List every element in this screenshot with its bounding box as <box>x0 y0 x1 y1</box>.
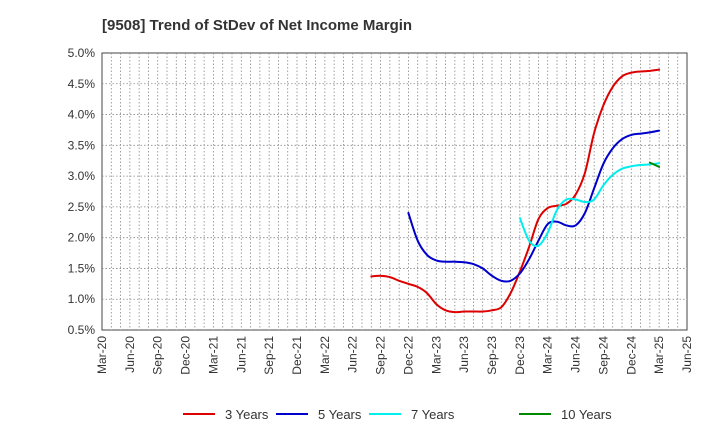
x-tick-label: Sep-22 <box>374 336 388 375</box>
x-tick-label: Jun-25 <box>680 336 694 373</box>
series-line-2 <box>407 129 661 283</box>
y-tick-label: 1.5% <box>68 261 96 275</box>
legend: 3 Years 5 Years 7 Years 10 Years <box>183 407 612 422</box>
x-tick-label: Sep-21 <box>262 336 276 375</box>
series-lines <box>370 68 661 314</box>
plot-area <box>101 52 688 331</box>
y-tick-label: 1.0% <box>68 292 96 306</box>
chart-title: [9508] Trend of StDev of Net Income Marg… <box>102 17 412 34</box>
legend-label: 3 Years <box>225 407 269 422</box>
grid-lines <box>102 53 687 330</box>
legend-label: 7 Years <box>411 407 455 422</box>
x-tick-label: Mar-25 <box>652 336 666 374</box>
y-tick-label: 3.5% <box>68 138 96 152</box>
y-tick-label: 5.0% <box>68 46 96 60</box>
legend-label: 10 Years <box>561 407 612 422</box>
x-tick-label: Jun-21 <box>234 336 248 373</box>
x-tick-label: Mar-22 <box>318 336 332 374</box>
legend-label: 5 Years <box>318 407 362 422</box>
x-tick-label: Mar-23 <box>429 336 443 374</box>
series-line-4 <box>648 161 661 168</box>
x-tick-label: Sep-23 <box>485 336 499 375</box>
x-tick-label: Jun-20 <box>123 336 137 373</box>
x-tick-label: Mar-20 <box>95 336 109 374</box>
x-tick-label: Dec-24 <box>624 336 638 375</box>
x-tick-label: Jun-23 <box>457 336 471 373</box>
x-tick-label: Sep-20 <box>151 336 165 375</box>
y-tick-label: 4.5% <box>68 77 96 91</box>
x-tick-label: Jun-22 <box>346 336 360 373</box>
y-tick-label: 0.5% <box>68 323 96 337</box>
x-tick-label: Sep-24 <box>596 336 610 375</box>
y-tick-label: 2.0% <box>68 231 96 245</box>
x-tick-label: Jun-24 <box>569 336 583 373</box>
x-tick-label: Dec-21 <box>290 336 304 375</box>
x-tick-label: Mar-21 <box>206 336 220 374</box>
series-line-3 <box>518 162 661 248</box>
x-tick-label: Dec-22 <box>401 336 415 375</box>
x-tick-label: Mar-24 <box>541 336 555 374</box>
series-line-1 <box>370 68 661 314</box>
y-tick-label: 4.0% <box>68 108 96 122</box>
y-axis-ticks: 0.5% 1.0% 1.5% 2.0% 2.5% 3.0% 3.5% 4.0% 4.5% 5.0% <box>68 46 96 337</box>
y-tick-label: 2.5% <box>68 200 96 214</box>
y-tick-label: 3.0% <box>68 169 96 183</box>
x-tick-label: Dec-23 <box>513 336 527 375</box>
x-axis-ticks: Mar-20 Jun-20 Sep-20 Dec-20 Mar-21 Jun-21 Sep-… <box>95 336 694 375</box>
x-tick-label: Dec-20 <box>179 336 193 375</box>
